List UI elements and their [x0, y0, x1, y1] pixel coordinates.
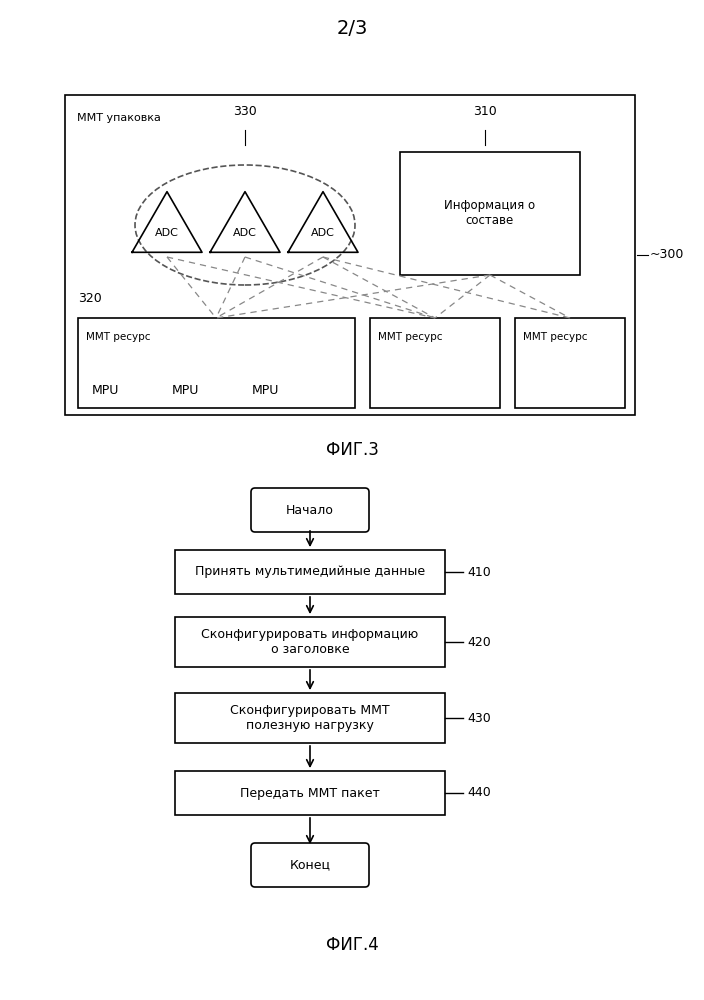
Text: Информация о
составе: Информация о составе [444, 200, 536, 228]
Text: Конец: Конец [289, 858, 330, 871]
FancyBboxPatch shape [251, 488, 369, 532]
Text: ADC: ADC [311, 228, 335, 238]
Text: Сконфигурировать информацию
о заголовке: Сконфигурировать информацию о заголовке [201, 628, 419, 656]
Text: MPU: MPU [92, 383, 119, 396]
Text: ММТ ресурс: ММТ ресурс [523, 332, 588, 342]
Text: 2/3: 2/3 [337, 18, 367, 37]
Text: ADC: ADC [233, 228, 257, 238]
FancyBboxPatch shape [251, 843, 369, 887]
Text: 330: 330 [233, 105, 257, 118]
Text: ФИГ.3: ФИГ.3 [325, 441, 379, 459]
Text: 410: 410 [467, 566, 491, 578]
Bar [175, 617, 445, 667]
Text: 430: 430 [467, 712, 491, 724]
Text: Принять мультимедийные данные: Принять мультимедийные данные [195, 566, 425, 578]
Bar [65, 95, 635, 415]
Bar [515, 318, 625, 408]
Bar [175, 693, 445, 743]
Bar [175, 771, 445, 815]
Text: MPU: MPU [171, 383, 199, 396]
Bar [400, 152, 580, 275]
Text: 320: 320 [78, 292, 102, 305]
Bar [370, 318, 500, 408]
Text: ММТ ресурс: ММТ ресурс [86, 332, 151, 342]
Bar [78, 318, 355, 408]
Text: Сконфигурировать ММТ
полезную нагрузку: Сконфигурировать ММТ полезную нагрузку [230, 704, 390, 732]
Text: 440: 440 [467, 786, 491, 800]
Text: ММТ ресурс: ММТ ресурс [378, 332, 443, 342]
Text: ~300: ~300 [650, 248, 684, 261]
Text: ФИГ.4: ФИГ.4 [326, 936, 378, 954]
Text: Начало: Начало [286, 504, 334, 516]
Text: 310: 310 [473, 105, 497, 118]
Text: MPU: MPU [251, 383, 279, 396]
Text: Передать ММТ пакет: Передать ММТ пакет [240, 786, 380, 800]
Bar [175, 550, 445, 594]
Text: ADC: ADC [155, 228, 179, 238]
Text: 420: 420 [467, 636, 491, 648]
Text: ММТ упаковка: ММТ упаковка [77, 113, 161, 123]
